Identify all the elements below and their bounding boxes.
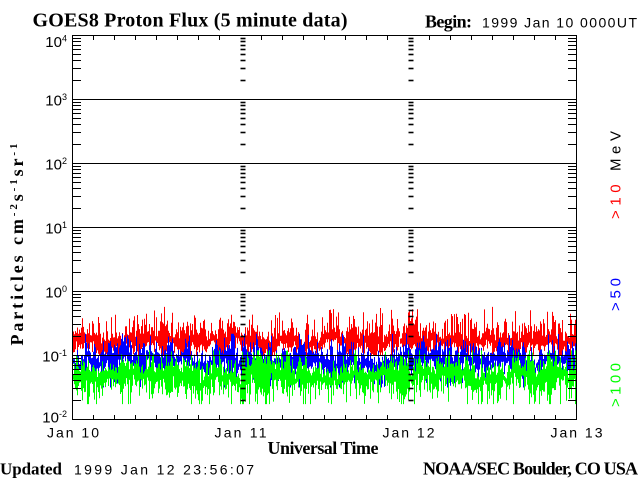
svg-text:104: 104 (45, 34, 67, 52)
svg-text:1999 Jan 12 23:56:07: 1999 Jan 12 23:56:07 (74, 462, 254, 478)
svg-text:Particles cm-2s-1sr-1: Particles cm-2s-1sr-1 (7, 141, 27, 346)
svg-text:>50: >50 (608, 278, 625, 311)
svg-text:100: 100 (45, 284, 67, 302)
svg-text:1999 Jan 10 0000UT: 1999 Jan 10 0000UT (482, 15, 637, 31)
svg-text:102: 102 (45, 156, 67, 174)
svg-text:NOAA/SEC Boulder, CO USA: NOAA/SEC Boulder, CO USA (423, 459, 638, 479)
svg-text:Begin:: Begin: (425, 12, 472, 32)
svg-text:GOES8 Proton Flux (5 minute da: GOES8 Proton Flux (5 minute data) (33, 10, 348, 32)
svg-text:101: 101 (45, 220, 67, 238)
svg-text:Jan 12: Jan 12 (383, 425, 435, 441)
svg-text:Updated: Updated (0, 460, 63, 479)
svg-text:Jan 13: Jan 13 (551, 425, 603, 441)
svg-text:Jan 11: Jan 11 (215, 425, 267, 441)
svg-text:Jan 10: Jan 10 (47, 425, 99, 441)
svg-text:Universal Time: Universal Time (268, 438, 379, 458)
svg-text:103: 103 (45, 92, 67, 110)
